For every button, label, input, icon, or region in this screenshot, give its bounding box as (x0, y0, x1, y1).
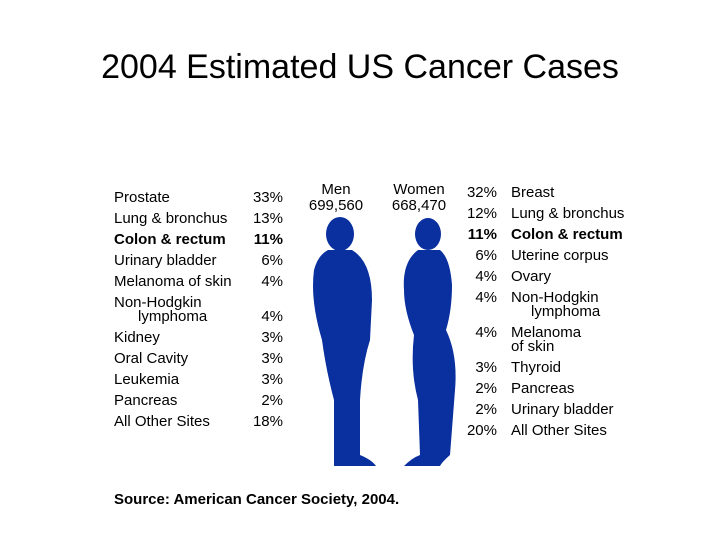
women-label: Women (393, 181, 444, 198)
site-name: Non-Hodgkin (511, 289, 599, 306)
man-silhouette (313, 217, 376, 466)
woman-silhouette (403, 218, 456, 466)
site-percent: 20% (467, 422, 497, 439)
site-percent: 6% (475, 247, 497, 264)
site-name: Lung & bronchus (511, 205, 624, 222)
site-name: Pancreas (114, 392, 177, 409)
site-name: Melanoma of skin (114, 273, 232, 290)
site-percent: 4% (475, 289, 497, 306)
site-percent: 6% (261, 252, 283, 269)
site-name: of skin (511, 338, 554, 355)
site-percent: 18% (253, 413, 283, 430)
site-name: Oral Cavity (114, 350, 189, 367)
slide-title: 2004 Estimated US Cancer Cases (101, 48, 619, 86)
site-name: All Other Sites (511, 422, 607, 439)
site-percent: 4% (475, 324, 497, 341)
site-name: lymphoma (138, 308, 208, 325)
site-name: Uterine corpus (511, 247, 609, 264)
site-percent: 3% (475, 359, 497, 376)
site-percent: 13% (253, 210, 283, 227)
site-percent: 4% (261, 308, 283, 325)
women-count: 668,470 (392, 197, 446, 214)
site-name: Breast (511, 184, 555, 201)
site-name: lymphoma (531, 303, 601, 320)
site-name: Lung & bronchus (114, 210, 227, 227)
site-name: Ovary (511, 268, 552, 285)
source-note: Source: American Cancer Society, 2004. (114, 491, 399, 508)
site-name: Colon & rectum (114, 231, 226, 248)
site-name: Melanoma (511, 324, 582, 341)
men-label: Men (321, 181, 350, 198)
site-percent: 4% (475, 268, 497, 285)
site-percent: 11% (468, 226, 497, 243)
site-name: Thyroid (511, 359, 561, 376)
site-percent: 3% (261, 329, 283, 346)
site-name: Prostate (114, 189, 170, 206)
site-percent: 11% (254, 231, 283, 248)
site-percent: 12% (467, 205, 497, 222)
site-name: Kidney (114, 329, 160, 346)
site-percent: 3% (261, 350, 283, 367)
site-percent: 2% (261, 392, 283, 409)
site-name: Colon & rectum (511, 226, 623, 243)
site-percent: 4% (261, 273, 283, 290)
site-name: Pancreas (511, 380, 574, 397)
site-percent: 2% (475, 380, 497, 397)
site-name: Urinary bladder (511, 401, 614, 418)
site-name: Non-Hodgkin (114, 294, 202, 311)
site-name: All Other Sites (114, 413, 210, 430)
site-name: Urinary bladder (114, 252, 217, 269)
site-percent: 32% (467, 184, 497, 201)
site-name: Leukemia (114, 371, 180, 388)
men-count: 699,560 (309, 197, 363, 214)
site-percent: 2% (475, 401, 497, 418)
site-percent: 3% (261, 371, 283, 388)
site-percent: 33% (253, 189, 283, 206)
